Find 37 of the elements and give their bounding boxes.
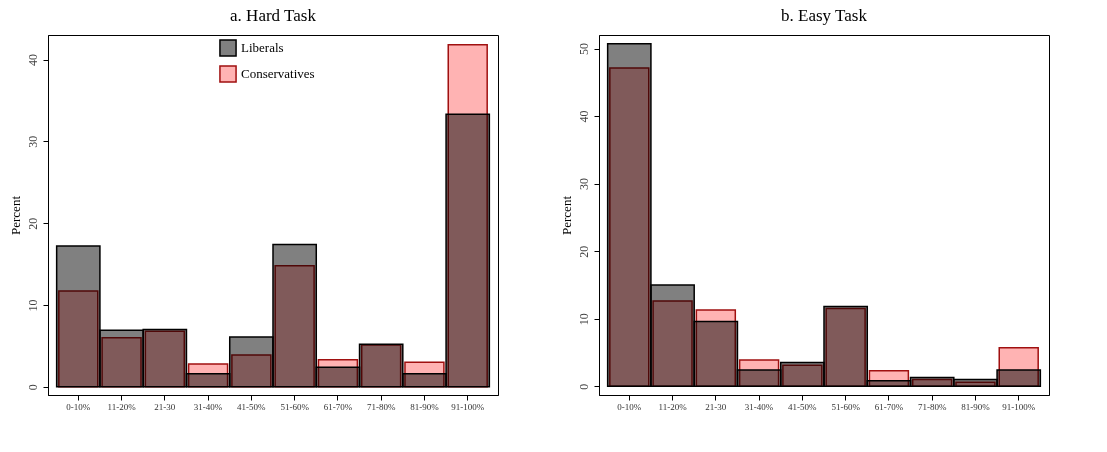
y-tick-label: 40: [25, 54, 40, 67]
y-tick-label: 30: [576, 178, 591, 191]
x-tick-label: 11-20%: [658, 401, 688, 412]
chart-title: b. Easy Task: [781, 6, 868, 25]
y-tick-label: 20: [576, 245, 591, 258]
x-tick-label: 11-20%: [107, 401, 137, 412]
y-tick-label: 40: [576, 110, 591, 123]
x-tick-label: 61-70%: [874, 401, 904, 412]
y-tick-label: 10: [576, 313, 591, 326]
chart-title: a. Hard Task: [230, 6, 317, 25]
x-tick-label: 81-90%: [961, 401, 991, 412]
x-tick-label: 21-30: [154, 401, 176, 412]
y-axis-title: Percent: [558, 195, 574, 235]
x-tick-label: 61-70%: [323, 401, 353, 412]
y-axis-title: Percent: [7, 195, 23, 235]
x-tick-label: 71-80%: [917, 401, 947, 412]
x-tick-label: 31-40%: [193, 401, 223, 412]
x-tick-label: 41-50%: [788, 401, 818, 412]
x-tick-label: 0-10%: [66, 401, 91, 412]
x-tick-label: 91-100%: [1002, 401, 1036, 412]
y-tick-label: 50: [576, 43, 591, 56]
legend-label: Liberals: [241, 40, 284, 55]
legend-label: Conservatives: [241, 66, 315, 81]
x-tick-label: 71-80%: [366, 401, 396, 412]
y-tick-label: 0: [576, 383, 591, 390]
x-tick-label: 51-60%: [280, 401, 310, 412]
y-tick-label: 20: [25, 217, 40, 230]
x-tick-label: 21-30: [705, 401, 727, 412]
x-tick-label: 81-90%: [410, 401, 440, 412]
y-tick-label: 30: [25, 135, 40, 148]
x-tick-label: 91-100%: [451, 401, 485, 412]
x-tick-label: 0-10%: [617, 401, 642, 412]
x-tick-label: 41-50%: [237, 401, 267, 412]
x-tick-label: 51-60%: [831, 401, 861, 412]
y-tick-label: 10: [25, 299, 40, 312]
y-tick-label: 0: [25, 384, 40, 391]
x-tick-label: 31-40%: [744, 401, 774, 412]
